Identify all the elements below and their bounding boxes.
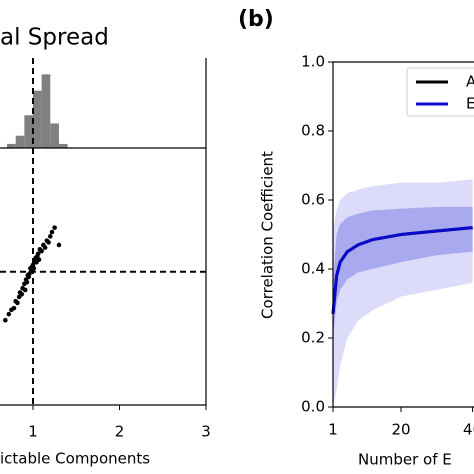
hist-bar — [58, 143, 68, 148]
band — [333, 206, 473, 338]
series-line — [331, 226, 473, 314]
point — [46, 240, 51, 245]
spine — [0, 148, 207, 406]
point — [3, 317, 8, 323]
point — [42, 245, 48, 250]
y-tick-label: 0.4 — [301, 260, 325, 278]
x-axis-label: ictable Components — [0, 450, 150, 468]
hist-bar — [33, 90, 42, 148]
chart-title: al Spread — [0, 25, 109, 51]
point — [15, 300, 20, 306]
hist-bar — [50, 123, 59, 148]
x-tick-label: 1 — [28, 423, 38, 441]
legend-label: E — [466, 95, 474, 113]
y-tick-label: 0.6 — [301, 191, 325, 209]
point — [52, 225, 57, 230]
y-tick-label: 0.2 — [301, 329, 325, 347]
y-tick-label: 0.0 — [301, 398, 325, 416]
y-axis-label: Correlation Coefficient — [259, 151, 277, 319]
point — [39, 248, 44, 254]
point — [35, 251, 41, 256]
point — [31, 266, 37, 271]
y-tick-label: 1.0 — [301, 53, 325, 71]
point — [26, 274, 31, 280]
point — [48, 234, 53, 239]
spine — [332, 61, 474, 408]
y-tick-label: 0.8 — [301, 122, 325, 140]
x-tick-label: 2 — [115, 423, 125, 441]
x-tick-label: 20 — [391, 421, 410, 439]
x-tick-label: 1 — [328, 421, 338, 439]
panel-label: (b) — [238, 7, 274, 32]
point — [56, 242, 62, 248]
point — [6, 311, 12, 317]
x-tick-label: 3 — [201, 423, 211, 441]
hist-bar — [7, 143, 16, 148]
point — [36, 257, 42, 262]
point — [49, 229, 55, 235]
hist-bar — [24, 115, 33, 148]
point — [30, 262, 36, 268]
point — [11, 305, 17, 311]
legend-box — [406, 67, 474, 117]
hist-bar — [41, 74, 51, 148]
point — [19, 291, 25, 297]
hist-bar — [15, 135, 25, 148]
point — [22, 287, 28, 293]
x-tick-label: 40 — [463, 421, 474, 439]
point — [24, 279, 30, 285]
x-axis-label: Number of E — [358, 451, 452, 469]
legend-label: A — [466, 73, 474, 91]
